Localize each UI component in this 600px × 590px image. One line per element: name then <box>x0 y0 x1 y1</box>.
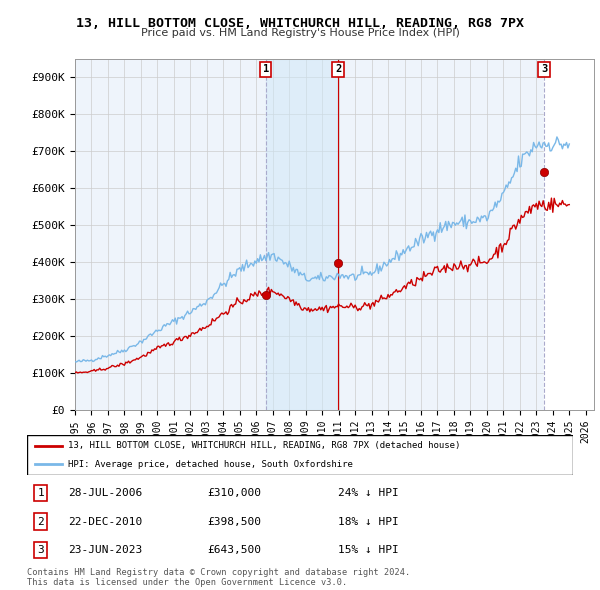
Text: 24% ↓ HPI: 24% ↓ HPI <box>338 489 399 499</box>
Text: 18% ↓ HPI: 18% ↓ HPI <box>338 516 399 526</box>
Text: 23-JUN-2023: 23-JUN-2023 <box>68 545 142 555</box>
Bar <box>266 59 338 410</box>
Text: 2: 2 <box>335 64 341 74</box>
Text: 1: 1 <box>37 489 44 499</box>
Text: This data is licensed under the Open Government Licence v3.0.: This data is licensed under the Open Gov… <box>27 578 347 587</box>
Text: 2: 2 <box>37 516 44 526</box>
Text: £310,000: £310,000 <box>207 489 261 499</box>
Text: 3: 3 <box>541 64 547 74</box>
Text: 3: 3 <box>37 545 44 555</box>
FancyBboxPatch shape <box>27 435 573 475</box>
Text: 22-DEC-2010: 22-DEC-2010 <box>68 516 142 526</box>
Text: 15% ↓ HPI: 15% ↓ HPI <box>338 545 399 555</box>
Text: 13, HILL BOTTOM CLOSE, WHITCHURCH HILL, READING, RG8 7PX (detached house): 13, HILL BOTTOM CLOSE, WHITCHURCH HILL, … <box>68 441 460 450</box>
Text: Price paid vs. HM Land Registry's House Price Index (HPI): Price paid vs. HM Land Registry's House … <box>140 28 460 38</box>
Text: 28-JUL-2006: 28-JUL-2006 <box>68 489 142 499</box>
Text: HPI: Average price, detached house, South Oxfordshire: HPI: Average price, detached house, Sout… <box>68 460 353 468</box>
Text: £398,500: £398,500 <box>207 516 261 526</box>
Text: 13, HILL BOTTOM CLOSE, WHITCHURCH HILL, READING, RG8 7PX: 13, HILL BOTTOM CLOSE, WHITCHURCH HILL, … <box>76 17 524 30</box>
Bar <box>544 59 594 410</box>
Text: 1: 1 <box>263 64 269 74</box>
Text: £643,500: £643,500 <box>207 545 261 555</box>
Text: Contains HM Land Registry data © Crown copyright and database right 2024.: Contains HM Land Registry data © Crown c… <box>27 568 410 576</box>
